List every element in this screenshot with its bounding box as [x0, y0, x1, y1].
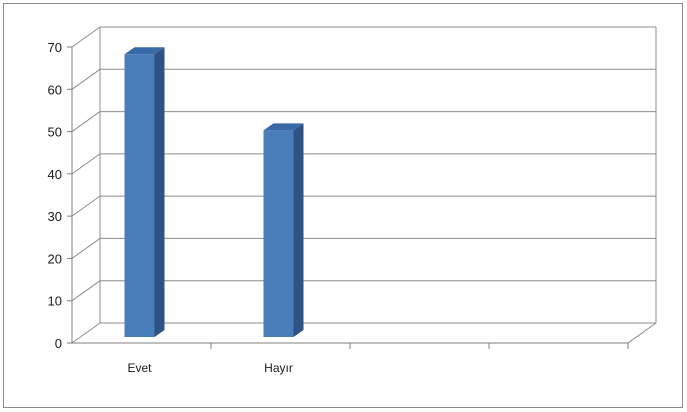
y-tick-label-60: 60: [48, 82, 62, 97]
bar-hayır: [263, 123, 304, 337]
bar-front-0: [124, 54, 155, 337]
y-tick-label-50: 50: [48, 125, 62, 140]
bar-top-0: [124, 47, 165, 55]
bar-front-1: [263, 130, 294, 337]
y-tick-label-30: 30: [48, 209, 62, 224]
y-tick-label-10: 10: [48, 294, 62, 309]
y-tick-label-20: 20: [48, 251, 62, 266]
bar-side-0: [154, 47, 165, 337]
bars: [124, 47, 304, 337]
bar-top-1: [263, 123, 304, 131]
gridline-depth-30: [71, 195, 101, 217]
gridline-depth-20: [71, 238, 101, 259]
bar-side-1: [293, 123, 304, 337]
axes: [67, 46, 657, 349]
bar-evet: [124, 47, 165, 337]
y-tick-label-40: 40: [48, 167, 62, 182]
chart-walls: [99, 27, 657, 323]
x-tick-label-1: Hayır: [264, 361, 293, 375]
gridline-depth-0: [71, 322, 101, 344]
gridlines: [71, 26, 656, 344]
y-tick-labels: 0 10 20 30 40 50 60 70: [48, 40, 62, 351]
x-tick-label-0: Evet: [127, 361, 152, 375]
floor-right-edge: [627, 322, 657, 344]
y-tick-label-70: 70: [48, 40, 62, 55]
gridline-depth-40: [71, 153, 101, 175]
gridline-depth-60: [71, 68, 101, 90]
gridline-depth-70: [71, 26, 101, 48]
x-tick-labels: Evet Hayır: [127, 361, 292, 375]
y-tick-label-0: 0: [55, 336, 62, 351]
gridline-depth-10: [71, 280, 101, 302]
chart-frame: [3, 3, 683, 408]
gridline-depth-50: [71, 111, 101, 132]
